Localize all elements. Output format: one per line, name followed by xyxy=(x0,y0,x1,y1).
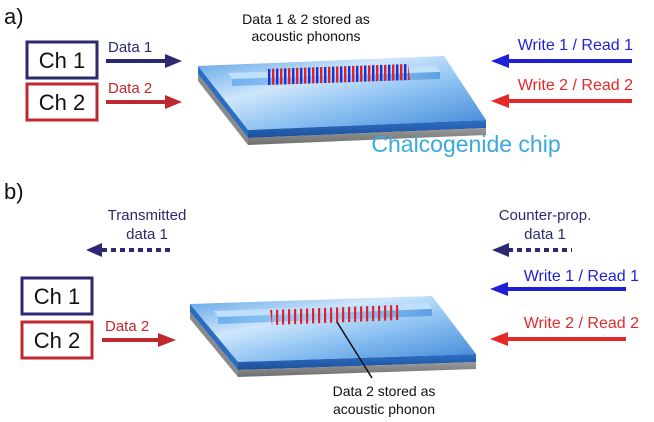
ch2-box-b: Ch 2 xyxy=(20,320,94,360)
counter-prop-line1: Counter-prop. xyxy=(499,207,592,224)
panel-a-label: a) xyxy=(4,4,24,29)
ch2-box: Ch 2 xyxy=(25,82,99,122)
ch1-label: Ch 1 xyxy=(39,48,85,73)
write2-arrow-a xyxy=(491,94,632,108)
storage-note-b-line1: Data 2 stored as xyxy=(333,383,436,399)
chip-b xyxy=(190,296,476,377)
write1-arrow-b xyxy=(490,282,626,296)
data2-arrow-b xyxy=(102,333,176,347)
transmitted-line2: data 1 xyxy=(126,226,168,243)
write1-read1-a: Write 1 / Read 1 xyxy=(518,37,633,54)
ch2-label-b: Ch 2 xyxy=(34,328,80,353)
ch1-box: Ch 1 xyxy=(25,40,99,80)
ch1-box-b: Ch 1 xyxy=(20,276,94,316)
write2-read2-a: Write 2 / Read 2 xyxy=(518,77,633,94)
write1-read1-b: Write 1 / Read 1 xyxy=(524,268,639,285)
chip-label: Chalcogenide chip xyxy=(371,131,560,157)
transmitted-arrow xyxy=(86,243,172,257)
write2-read2-b: Write 2 / Read 2 xyxy=(524,315,639,332)
data2-label-b: Data 2 xyxy=(105,318,149,335)
write2-arrow-b xyxy=(490,332,626,346)
storage-note-b-line2: acoustic phonon xyxy=(333,401,435,417)
chip-a xyxy=(198,56,486,145)
storage-pointer-line xyxy=(336,321,373,379)
counter-prop-line2: data 1 xyxy=(524,226,566,243)
storage-note-a-line2: acoustic phonons xyxy=(252,28,361,44)
panel-b-label: b) xyxy=(4,179,24,204)
data2-label: Data 2 xyxy=(108,80,152,97)
storage-note-a-line1: Data 1 & 2 stored as xyxy=(242,11,370,27)
data1-label: Data 1 xyxy=(108,39,152,56)
transmitted-line1: Transmitted xyxy=(108,207,187,224)
data1-arrow xyxy=(106,54,182,68)
write1-arrow-a xyxy=(491,54,632,68)
data2-arrow xyxy=(106,95,182,109)
ch1-label-b: Ch 1 xyxy=(34,284,80,309)
counter-prop-arrow xyxy=(492,243,572,257)
ch2-label: Ch 2 xyxy=(39,90,85,115)
